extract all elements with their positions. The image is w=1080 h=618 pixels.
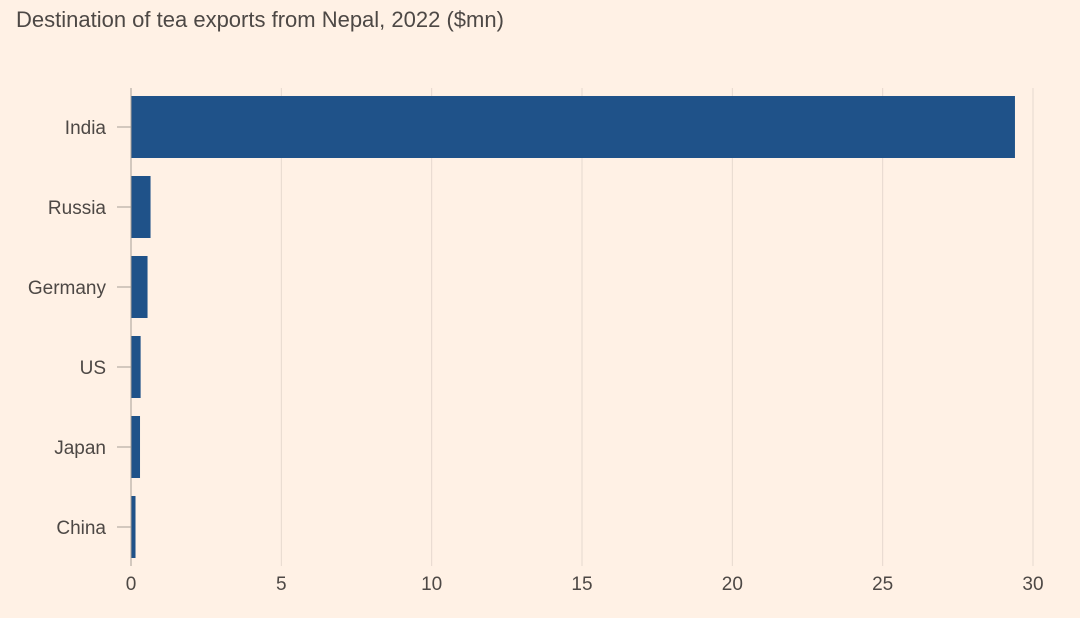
bars xyxy=(131,96,1015,558)
y-axis xyxy=(117,88,132,566)
x-tick-label: 15 xyxy=(571,574,592,595)
grid-lines xyxy=(280,88,1034,566)
x-tick-label: 5 xyxy=(276,574,287,595)
category-label: India xyxy=(65,118,107,139)
category-labels: India Russia Germany US Japan China xyxy=(28,118,107,539)
bar-japan xyxy=(131,416,141,478)
x-tick-label: 25 xyxy=(872,574,893,595)
x-tick-label: 10 xyxy=(421,574,442,595)
category-label: Japan xyxy=(54,438,106,459)
chart-title: Destination of tea exports from Nepal, 2… xyxy=(16,7,504,32)
x-tick-label: 0 xyxy=(126,574,137,595)
x-tick-label: 20 xyxy=(722,574,743,595)
x-tick-label: 30 xyxy=(1022,574,1043,595)
category-label: China xyxy=(56,518,106,539)
category-label: Germany xyxy=(28,278,107,299)
bar-us xyxy=(131,336,141,398)
bar-india xyxy=(131,96,1015,158)
category-label: US xyxy=(80,358,106,379)
x-axis-tick-labels: 0 5 10 15 20 25 30 xyxy=(126,574,1044,595)
bar-china xyxy=(131,496,136,558)
bar-russia xyxy=(131,176,151,238)
bar-germany xyxy=(131,256,148,318)
category-label: Russia xyxy=(48,198,107,219)
